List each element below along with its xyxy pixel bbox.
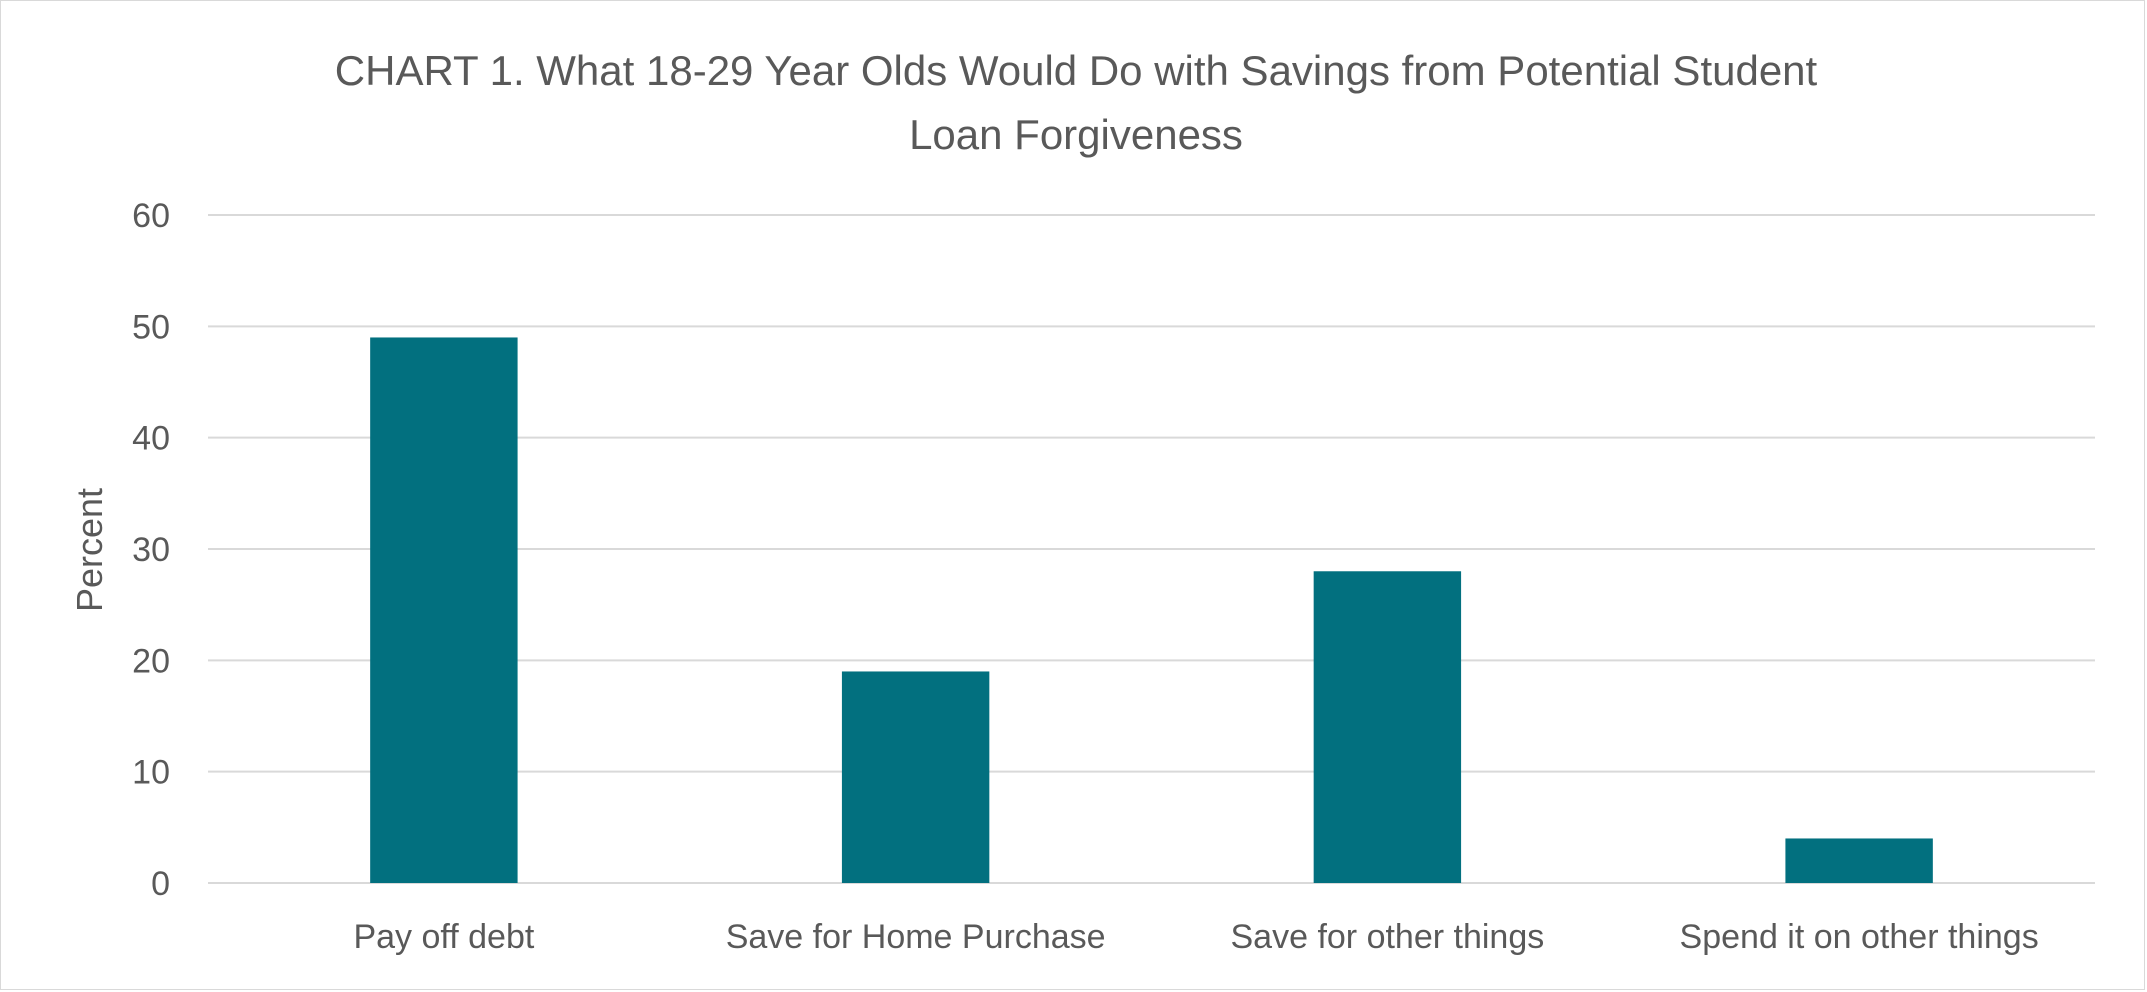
y-tick-label: 50 bbox=[132, 308, 170, 346]
bar bbox=[841, 671, 990, 883]
bar bbox=[1785, 838, 1933, 883]
y-tick-label: 10 bbox=[132, 754, 170, 792]
y-axis-title: Percent bbox=[69, 488, 110, 612]
y-tick-label: 20 bbox=[132, 642, 170, 680]
chart-title-line-1: CHART 1. What 18-29 Year Olds Would Do w… bbox=[334, 47, 1818, 94]
y-axis-ticks: 0 10 20 30 40 50 60 bbox=[132, 197, 170, 903]
gridlines bbox=[208, 214, 2095, 884]
y-tick-label: 60 bbox=[132, 197, 170, 235]
y-tick-label: 0 bbox=[151, 865, 170, 903]
bar bbox=[1313, 571, 1462, 883]
x-axis-ticks: Pay off debt Save for Home Purchase Save f… bbox=[353, 918, 2038, 956]
bars bbox=[370, 337, 1933, 883]
x-tick-label: Spend it on other things bbox=[1680, 918, 2039, 956]
x-tick-label: Save for other things bbox=[1231, 918, 1545, 956]
x-tick-label: Pay off debt bbox=[353, 918, 534, 956]
bar bbox=[370, 337, 518, 883]
x-tick-label: Save for Home Purchase bbox=[726, 918, 1106, 956]
y-tick-label: 40 bbox=[132, 420, 170, 458]
y-tick-label: 30 bbox=[132, 531, 170, 569]
chart-title-line-2: Loan Forgiveness bbox=[909, 111, 1243, 158]
chart-title: CHART 1. What 18-29 Year Olds Would Do w… bbox=[251, 39, 1901, 167]
